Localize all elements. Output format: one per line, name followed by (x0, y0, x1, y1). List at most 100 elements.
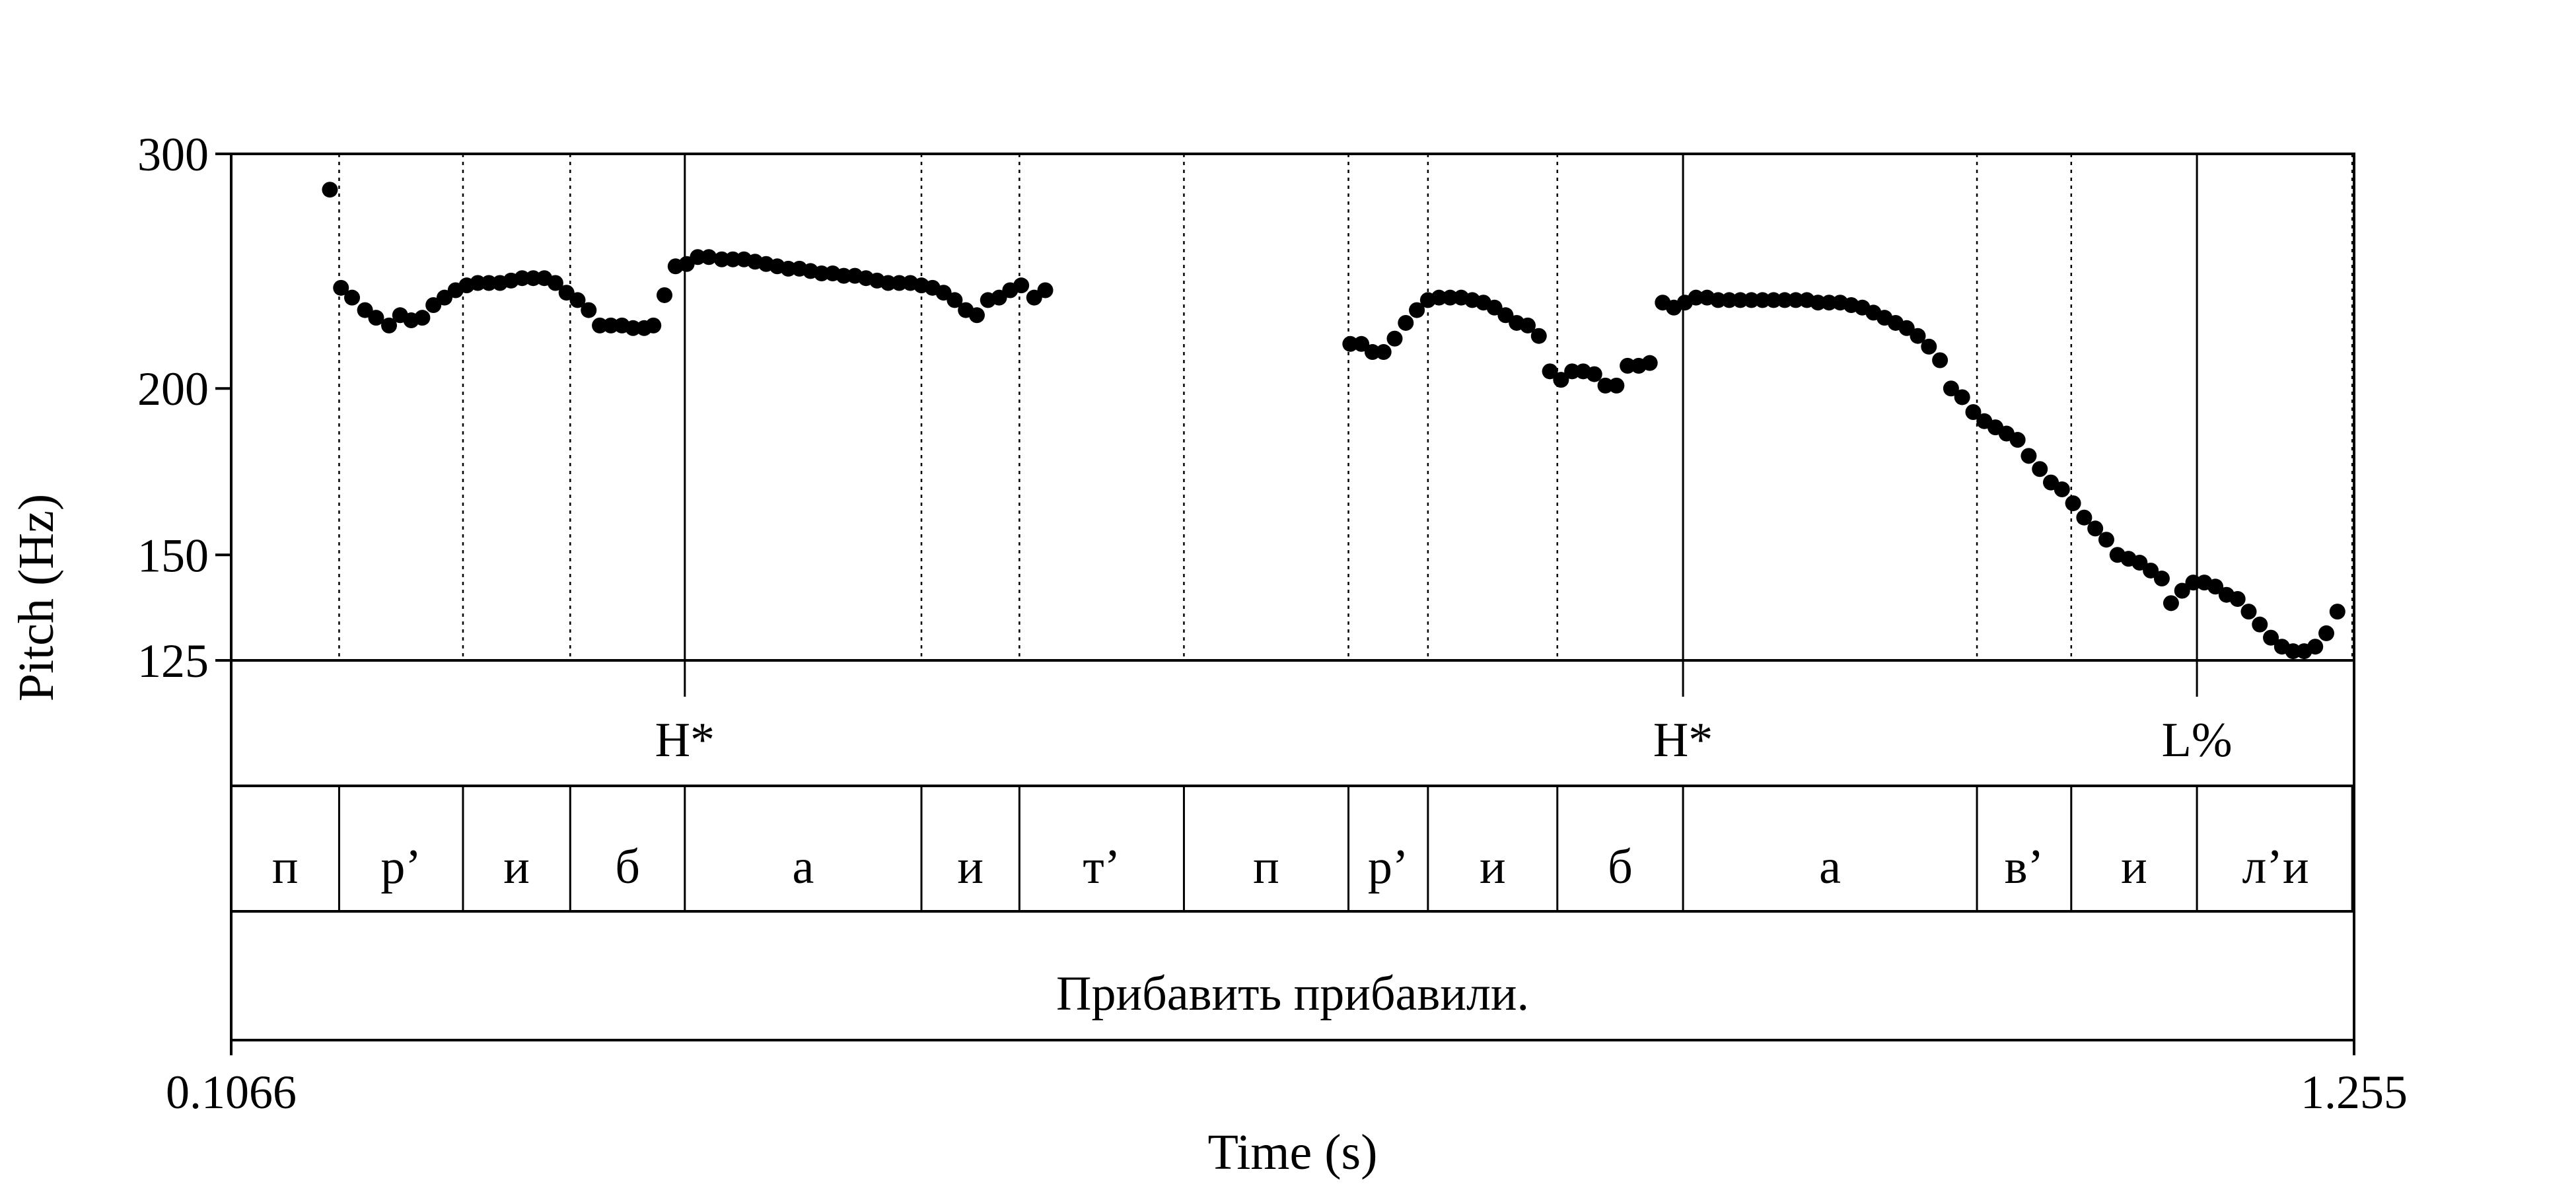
y-tick-label-300: 300 (137, 128, 209, 181)
pitch-point-65 (1342, 335, 1359, 352)
pitch-point-138 (2153, 571, 2170, 587)
pitch-point-133 (2098, 532, 2114, 548)
pitch-point-103 (1766, 292, 1782, 308)
pitch-point-118 (1932, 352, 1949, 368)
pitch-point-33 (690, 249, 706, 265)
pitch-point-92 (1641, 355, 1658, 371)
pitch-point-115 (1898, 320, 1915, 336)
segment-label-10: б (1608, 840, 1633, 894)
pitch-point-58 (968, 307, 985, 324)
pitch-point-2 (344, 289, 361, 306)
pitch-point-81 (1519, 317, 1536, 333)
segment-label-11: а (1819, 840, 1841, 894)
pitch-points (322, 182, 2345, 660)
pitch-point-22 (569, 292, 586, 308)
pitch-point-136 (2131, 555, 2148, 571)
pitch-point-147 (2252, 616, 2268, 633)
tone-label-2: L% (2162, 713, 2233, 767)
pitch-point-148 (2263, 629, 2279, 646)
segment-label-14: л’и (2242, 840, 2308, 894)
y-tick-label-200: 200 (137, 363, 209, 415)
segment-label-0: п (272, 840, 299, 894)
pitch-point-90 (1620, 357, 1636, 374)
pitch-point-140 (2174, 582, 2190, 599)
y-axis-ticks: 125 150 200 300 (137, 128, 231, 687)
pitch-point-78 (1486, 299, 1503, 316)
pitch-point-125 (2009, 432, 2026, 448)
pitch-point-105 (1787, 292, 1804, 308)
pitch-point-120 (1954, 389, 1970, 405)
pitch-point-4 (368, 310, 384, 326)
pitch-point-34 (701, 249, 717, 265)
pitch-point-25 (602, 317, 619, 333)
pitch-point-141 (2185, 575, 2201, 591)
boundary-lines (230, 154, 2353, 911)
tone-label-1: H* (1653, 713, 1713, 767)
pitch-point-79 (1497, 307, 1514, 324)
segment-label-12: в’ (2005, 840, 2044, 894)
y-tick-label-125: 125 (137, 635, 209, 687)
pitch-point-62 (1013, 277, 1030, 294)
pitch-point-23 (581, 302, 597, 318)
pitch-point-107 (1810, 295, 1826, 311)
pitch-point-8 (414, 310, 431, 326)
pitch-point-152 (2307, 639, 2324, 655)
chart-frame (230, 153, 2355, 1041)
pitch-point-13 (470, 275, 486, 291)
pitch-point-35 (713, 251, 730, 267)
pitch-point-130 (2065, 495, 2081, 512)
pitch-point-44 (813, 265, 830, 282)
pitch-point-1 (333, 279, 349, 296)
pitch-point-0 (322, 182, 338, 198)
pitch-point-71 (1409, 302, 1425, 318)
pitch-point-68 (1375, 344, 1392, 361)
pitch-point-27 (625, 320, 641, 336)
tone-label-0: H* (655, 713, 715, 767)
pitch-point-56 (947, 292, 963, 308)
pitch-point-50 (880, 275, 896, 291)
pitch-point-83 (1542, 363, 1558, 380)
tone-tier-border (230, 659, 2355, 787)
pitch-point-20 (547, 275, 563, 291)
x-tick-label-start: 0.1066 (166, 1066, 297, 1119)
y-tick-label-150: 150 (137, 529, 209, 582)
pitch-point-87 (1586, 366, 1602, 382)
segment-label-3: б (615, 840, 640, 894)
pitch-point-102 (1754, 292, 1771, 308)
pitch-point-143 (2207, 578, 2224, 595)
pitch-point-73 (1431, 289, 1447, 306)
pitch-point-100 (1732, 292, 1748, 308)
pitch-point-89 (1608, 377, 1625, 394)
pitch-point-3 (357, 302, 373, 318)
pitch-point-108 (1821, 295, 1838, 311)
pitch-point-85 (1564, 363, 1581, 380)
pitch-point-145 (2229, 590, 2246, 607)
pitch-point-29 (645, 317, 662, 333)
pitch-point-121 (1965, 403, 1982, 420)
pitch-point-139 (2163, 595, 2179, 612)
pitch-point-101 (1743, 292, 1760, 308)
pitch-point-51 (891, 275, 908, 291)
pitch-point-131 (2076, 509, 2093, 526)
segment-label-7: п (1253, 840, 1279, 894)
pitch-point-36 (725, 251, 741, 267)
segment-label-1: р’ (380, 840, 421, 894)
pitch-point-132 (2087, 520, 2104, 537)
pitch-point-127 (2032, 461, 2048, 477)
y-axis-title: Pitch (Hz) (9, 494, 64, 701)
pitch-panel-border (230, 153, 2355, 662)
sentence-label: Прибавить прибавили. (1056, 967, 1529, 1021)
segment-label-4: а (792, 840, 814, 894)
pitch-point-146 (2240, 604, 2257, 620)
segment-label-2: и (503, 840, 530, 894)
annotation-tiers: H* H* L% п р’ и б а и т’ п р’ и б а в’ и л’и Прибавить при… (272, 660, 2309, 1021)
pitch-point-117 (1921, 338, 1937, 355)
pitch-point-150 (2285, 643, 2301, 660)
sentence-tier-border (230, 910, 2355, 1041)
segment-label-13: и (2121, 840, 2147, 894)
segment-label-9: и (1480, 840, 1506, 894)
segment-label-5: и (957, 840, 984, 894)
pitch-point-88 (1597, 377, 1614, 394)
